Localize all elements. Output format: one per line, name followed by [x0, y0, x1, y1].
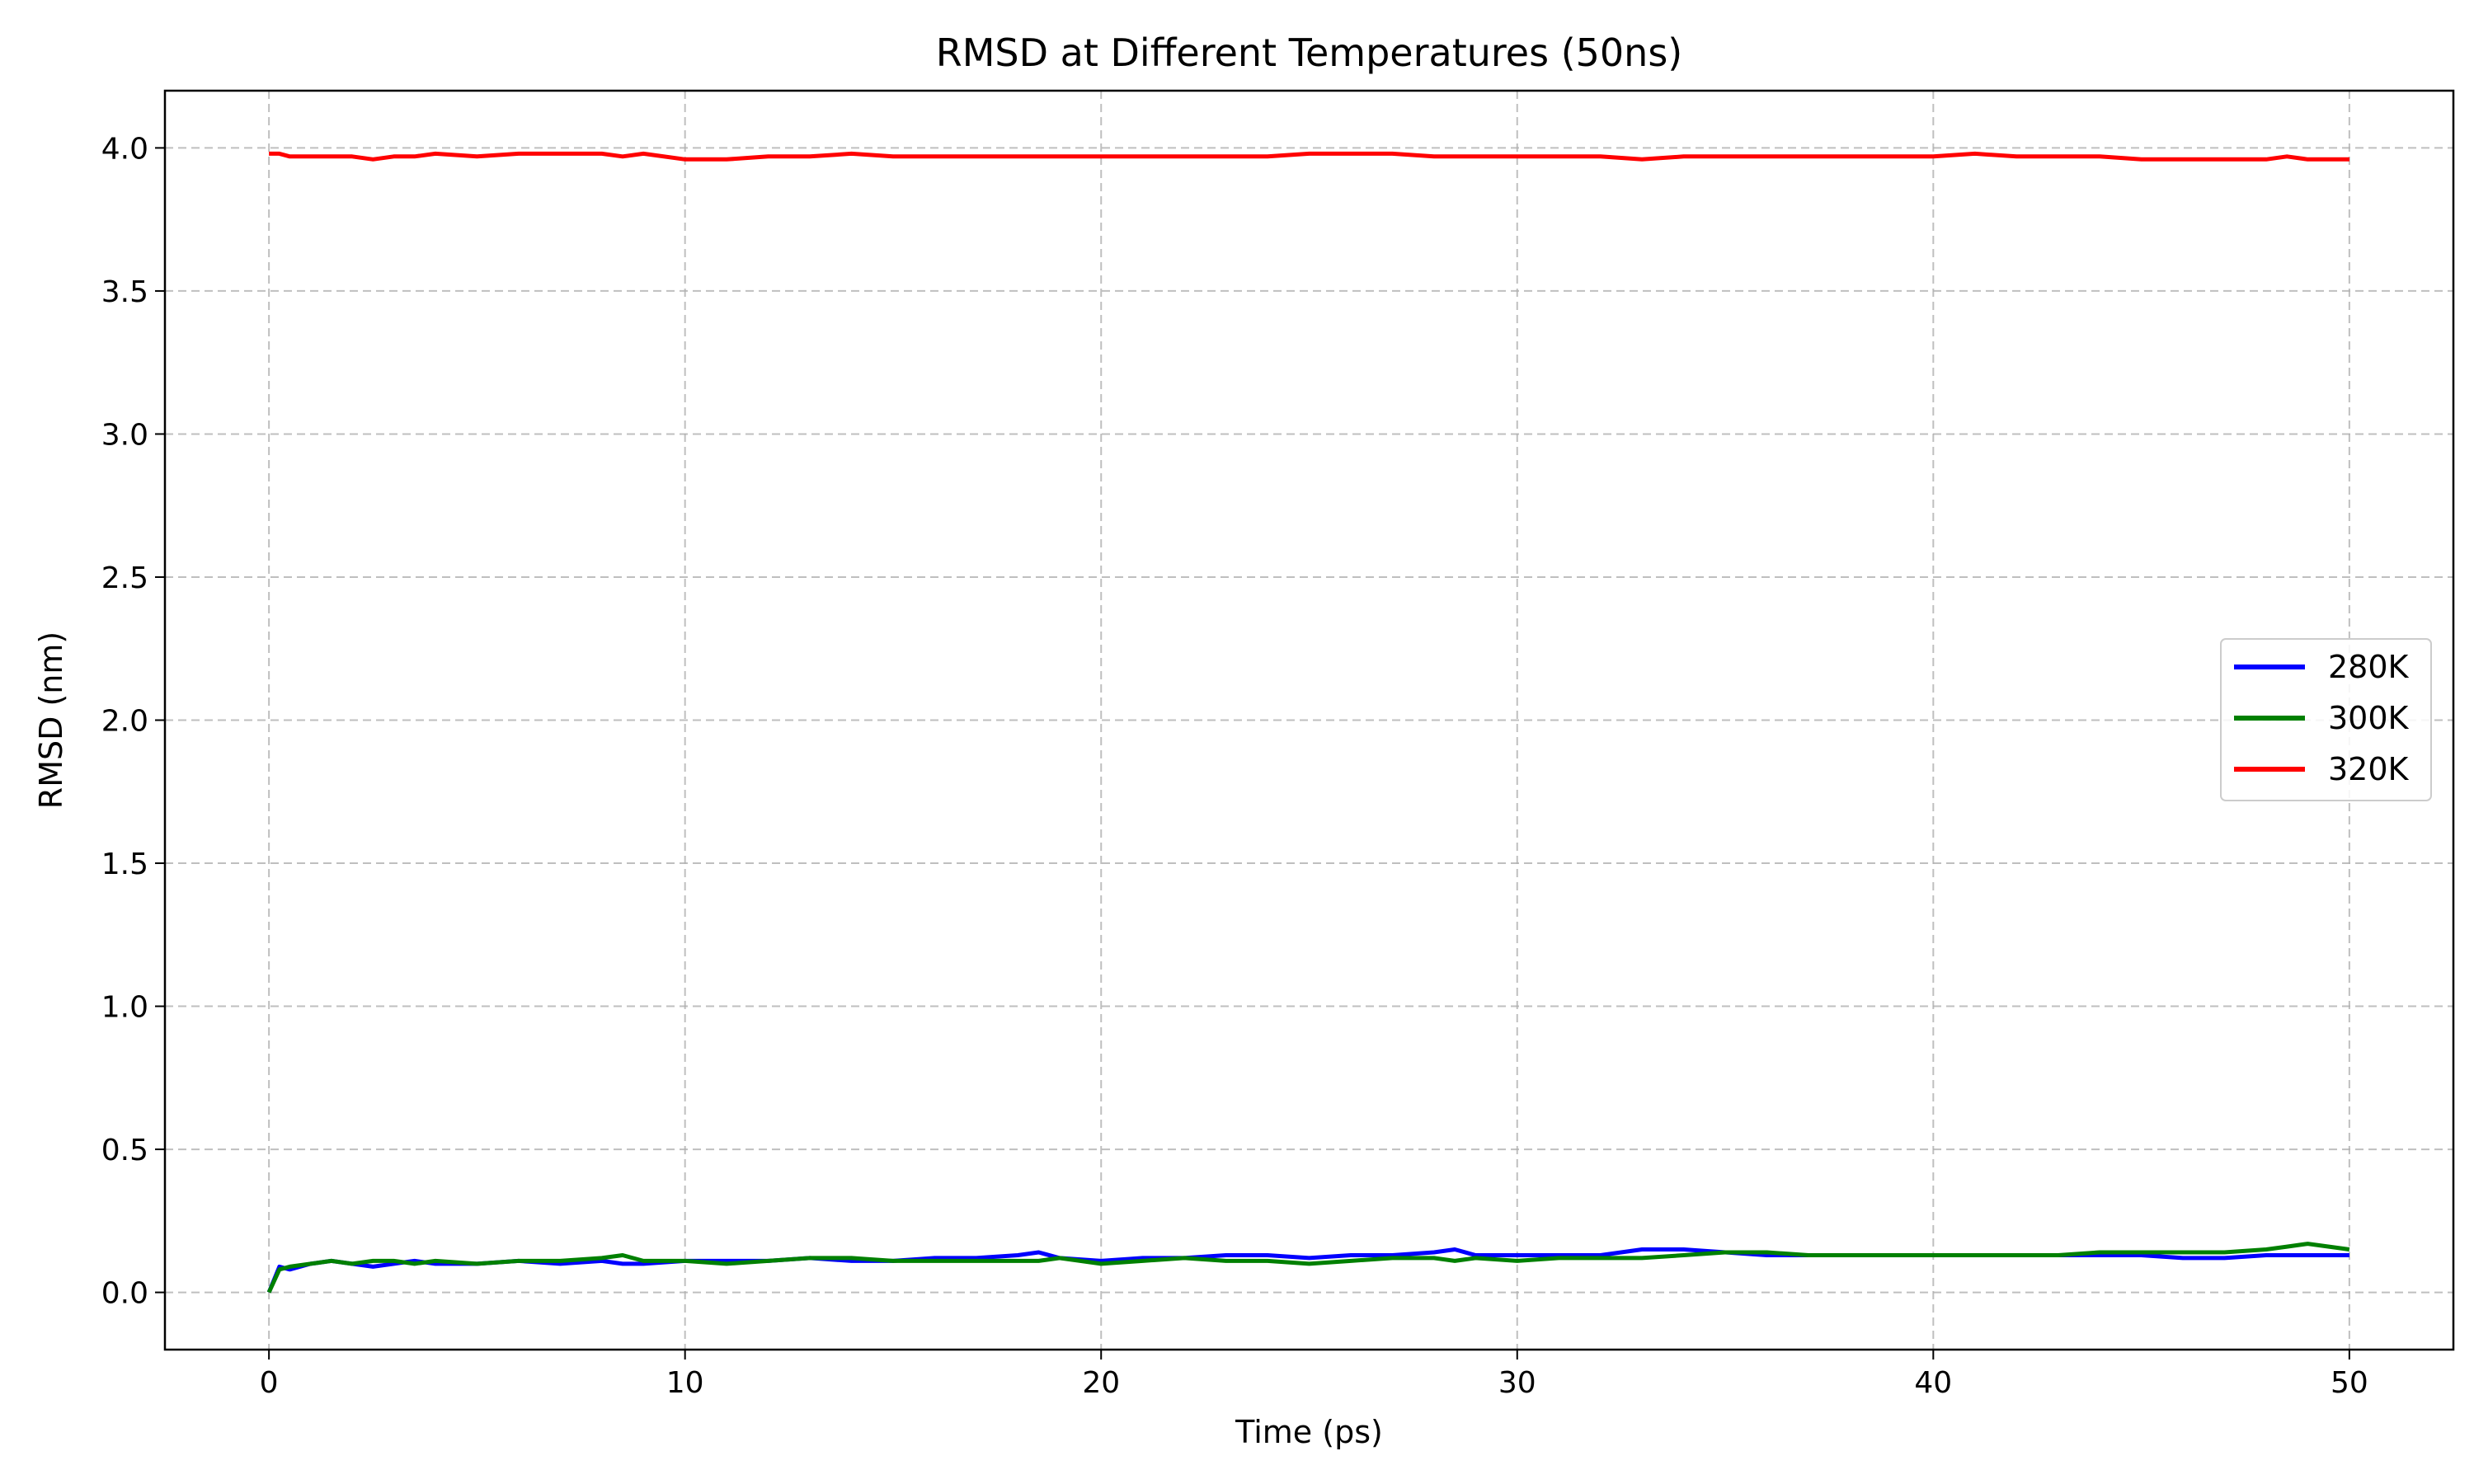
chart-title: RMSD at Different Temperatures (50ns)	[936, 31, 1682, 75]
legend-label-320K: 320K	[2328, 751, 2410, 787]
ticks: 0 10 20 30 40 50 0.0 0.5 1.0 1.5 2.0 2.5 3.0 3.5 4.0	[101, 132, 2368, 1400]
series-group	[266, 151, 2350, 1294]
x-tick-label: 30	[1498, 1366, 1536, 1400]
legend: 280K 300K 320K	[2220, 638, 2432, 801]
y-tick-label: 0.0	[101, 1277, 148, 1311]
y-tick-label: 1.5	[101, 848, 148, 881]
x-tick-label: 20	[1082, 1366, 1120, 1400]
x-tick-label: 0	[260, 1366, 279, 1400]
legend-box	[2220, 638, 2432, 801]
y-tick-label: 0.5	[101, 1134, 148, 1167]
series-line-300K	[266, 1242, 2350, 1294]
y-tick-label: 1.0	[101, 991, 148, 1025]
legend-label-280K: 280K	[2328, 649, 2410, 685]
x-tick-label: 40	[1914, 1366, 1952, 1400]
y-axis-label: RMSD (nm)	[33, 632, 69, 809]
x-tick-label: 10	[666, 1366, 704, 1400]
y-tick-label: 2.0	[101, 705, 148, 739]
x-tick-label: 50	[2331, 1366, 2368, 1400]
y-tick-label: 3.5	[101, 275, 148, 309]
x-axis-label: Time (ps)	[1235, 1414, 1383, 1450]
legend-label-300K: 300K	[2328, 700, 2410, 736]
y-tick-label: 3.0	[101, 418, 148, 452]
y-tick-label: 4.0	[101, 132, 148, 166]
grid	[165, 91, 2453, 1350]
series-line-320K	[269, 151, 2349, 162]
y-tick-label: 2.5	[101, 561, 148, 595]
